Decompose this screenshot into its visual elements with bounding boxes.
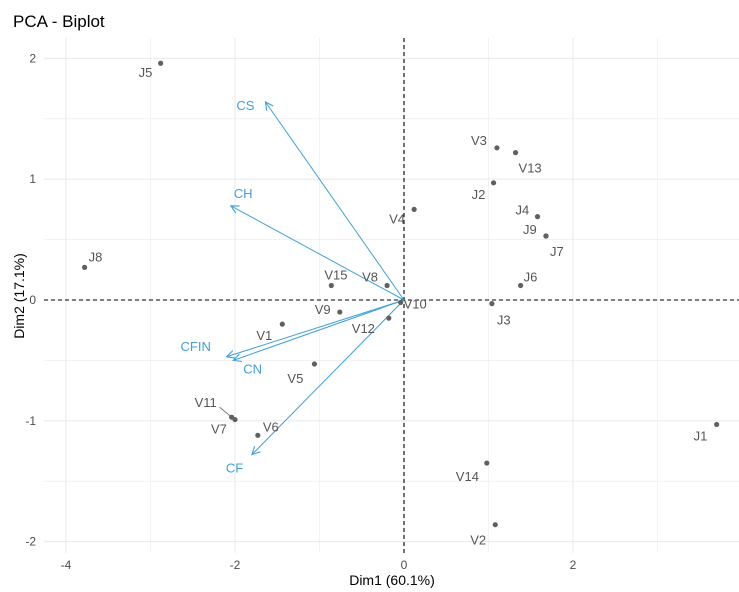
individual-point bbox=[512, 150, 519, 156]
individual-point bbox=[714, 421, 720, 428]
individual-label: V1 bbox=[256, 328, 272, 343]
individual-point bbox=[484, 460, 490, 466]
x-tick-label: -4 bbox=[61, 558, 72, 572]
individual-label: V9 bbox=[315, 302, 331, 317]
individual-label: V3 bbox=[471, 133, 487, 148]
label-connector bbox=[219, 406, 232, 418]
variable-arrows: CS CH CFIN CN CF bbox=[181, 98, 405, 476]
y-tick-label: -1 bbox=[25, 414, 36, 428]
variable-label: CFIN bbox=[181, 339, 211, 354]
individual-label: V7 bbox=[211, 422, 227, 437]
individual-point bbox=[279, 321, 285, 327]
individual-label: J8 bbox=[89, 249, 103, 264]
x-axis-label: Dim1 (60.1%) bbox=[349, 572, 435, 588]
x-tick-label: -2 bbox=[230, 558, 241, 572]
individual-label: J2 bbox=[472, 187, 486, 202]
variable-label: CS bbox=[236, 98, 254, 113]
individual-point bbox=[255, 432, 261, 438]
individual-label: J9 bbox=[523, 222, 537, 237]
individual-label: V6 bbox=[263, 419, 279, 434]
individual-label: V8 bbox=[362, 270, 378, 285]
individual-point bbox=[490, 180, 497, 186]
individual-point bbox=[411, 206, 417, 212]
individual-label: V14 bbox=[456, 469, 479, 484]
individual-label: J6 bbox=[524, 270, 538, 285]
individual-point bbox=[384, 282, 390, 289]
individual-label: V13 bbox=[519, 161, 542, 176]
variable-label: CN bbox=[243, 361, 262, 376]
individual-point bbox=[386, 315, 392, 321]
individual-label: V2 bbox=[470, 533, 486, 548]
individual-point bbox=[489, 301, 495, 307]
gridlines bbox=[44, 38, 739, 553]
y-tick-label: -2 bbox=[25, 535, 36, 549]
individual-label: J5 bbox=[139, 65, 153, 80]
y-tick-label: 1 bbox=[29, 172, 36, 186]
individual-point bbox=[81, 264, 88, 270]
individual-label: V5 bbox=[287, 371, 303, 386]
individual-point bbox=[158, 60, 164, 66]
individual-label: V4 bbox=[389, 211, 405, 226]
variable-label: CH bbox=[234, 186, 253, 201]
individual-points: J5 J8 V3 V13 J2 V4 J4 J9 J7 J6 V15 V8 V9 V10 J3 V12 V1 V5… bbox=[81, 60, 720, 548]
individual-label: V11 bbox=[195, 395, 217, 410]
individual-point bbox=[232, 416, 238, 423]
individual-point bbox=[337, 309, 343, 315]
individual-label: J3 bbox=[497, 313, 511, 328]
variable-arrow bbox=[265, 102, 405, 301]
chart-title: PCA - Biplot bbox=[13, 12, 105, 31]
y-tick-label: 2 bbox=[29, 51, 36, 65]
x-tick-label: 2 bbox=[570, 558, 577, 572]
individual-label: V10 bbox=[404, 296, 427, 311]
variable-arrow bbox=[233, 299, 405, 360]
zero-lines bbox=[44, 38, 739, 553]
individual-point bbox=[534, 214, 541, 220]
individual-label: J1 bbox=[694, 428, 708, 443]
individual-label: J7 bbox=[550, 244, 564, 259]
variable-arrow bbox=[227, 299, 405, 357]
x-tick-label: 0 bbox=[401, 558, 408, 572]
individual-point bbox=[311, 361, 318, 367]
y-tick-label: 0 bbox=[29, 293, 36, 307]
individual-point bbox=[328, 282, 334, 289]
individual-label: J4 bbox=[516, 203, 530, 218]
variable-arrow bbox=[252, 299, 405, 455]
individual-point bbox=[543, 233, 549, 239]
individual-label: V15 bbox=[324, 268, 347, 283]
y-axis-label: Dim2 (17.1%) bbox=[11, 253, 27, 339]
axis-ticks: -4 -2 0 2 -2 -1 0 1 2 bbox=[25, 51, 576, 572]
individual-point bbox=[398, 299, 404, 306]
individual-label: V12 bbox=[352, 321, 375, 336]
individual-point bbox=[492, 522, 498, 528]
variable-label: CF bbox=[226, 461, 243, 476]
individual-point bbox=[518, 282, 524, 289]
individual-point bbox=[494, 145, 500, 151]
variable-arrow bbox=[231, 206, 405, 301]
